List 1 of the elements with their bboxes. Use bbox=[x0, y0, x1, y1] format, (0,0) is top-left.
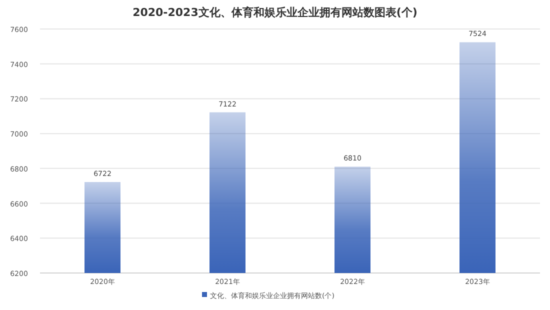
chart-title: 2020-2023文化、体育和娱乐业企业拥有网站数图表(个) bbox=[132, 6, 418, 19]
